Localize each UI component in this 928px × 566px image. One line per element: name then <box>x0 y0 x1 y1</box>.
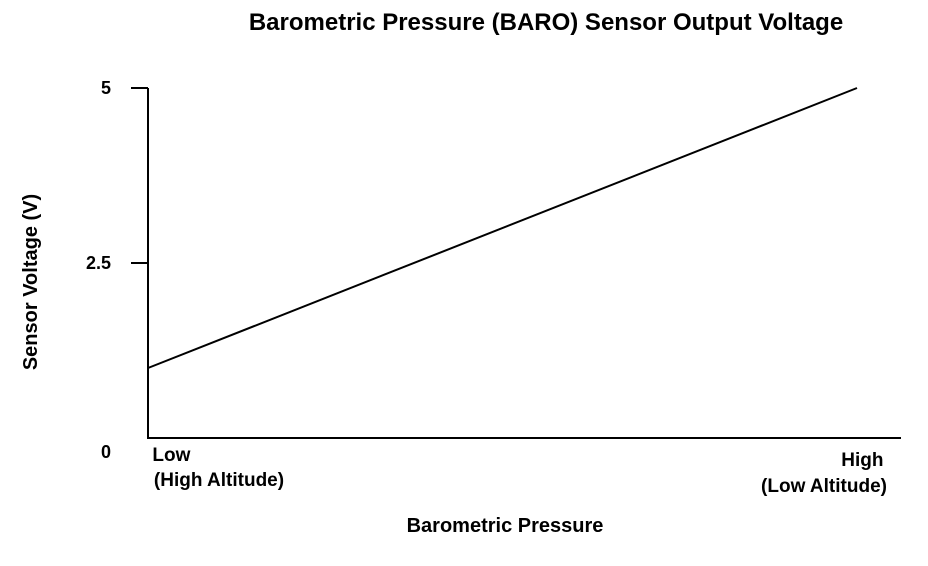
y-axis-label: Sensor Voltage (V) <box>20 194 42 370</box>
x-category-high-line2: (Low Altitude) <box>761 476 887 497</box>
y-tick-label: 0 <box>101 442 111 462</box>
series-group <box>147 87 858 369</box>
chart-title: Barometric Pressure (BARO) Sensor Output… <box>249 9 843 36</box>
y-tick-label: 5 <box>101 78 111 98</box>
x-category-label-low: Low (High Altitude) <box>152 445 284 491</box>
y-tick-label: 2.5 <box>86 253 111 273</box>
x-axis-label: Barometric Pressure <box>407 515 604 537</box>
x-category-low-line1: Low <box>152 445 190 466</box>
series-line <box>147 87 858 369</box>
x-category-label-high: High (Low Altitude) <box>761 450 889 497</box>
x-category-high-line1: High <box>841 450 883 471</box>
x-category-low-line2: (High Altitude) <box>154 470 284 491</box>
y-ticks: 52.50 <box>86 78 148 462</box>
